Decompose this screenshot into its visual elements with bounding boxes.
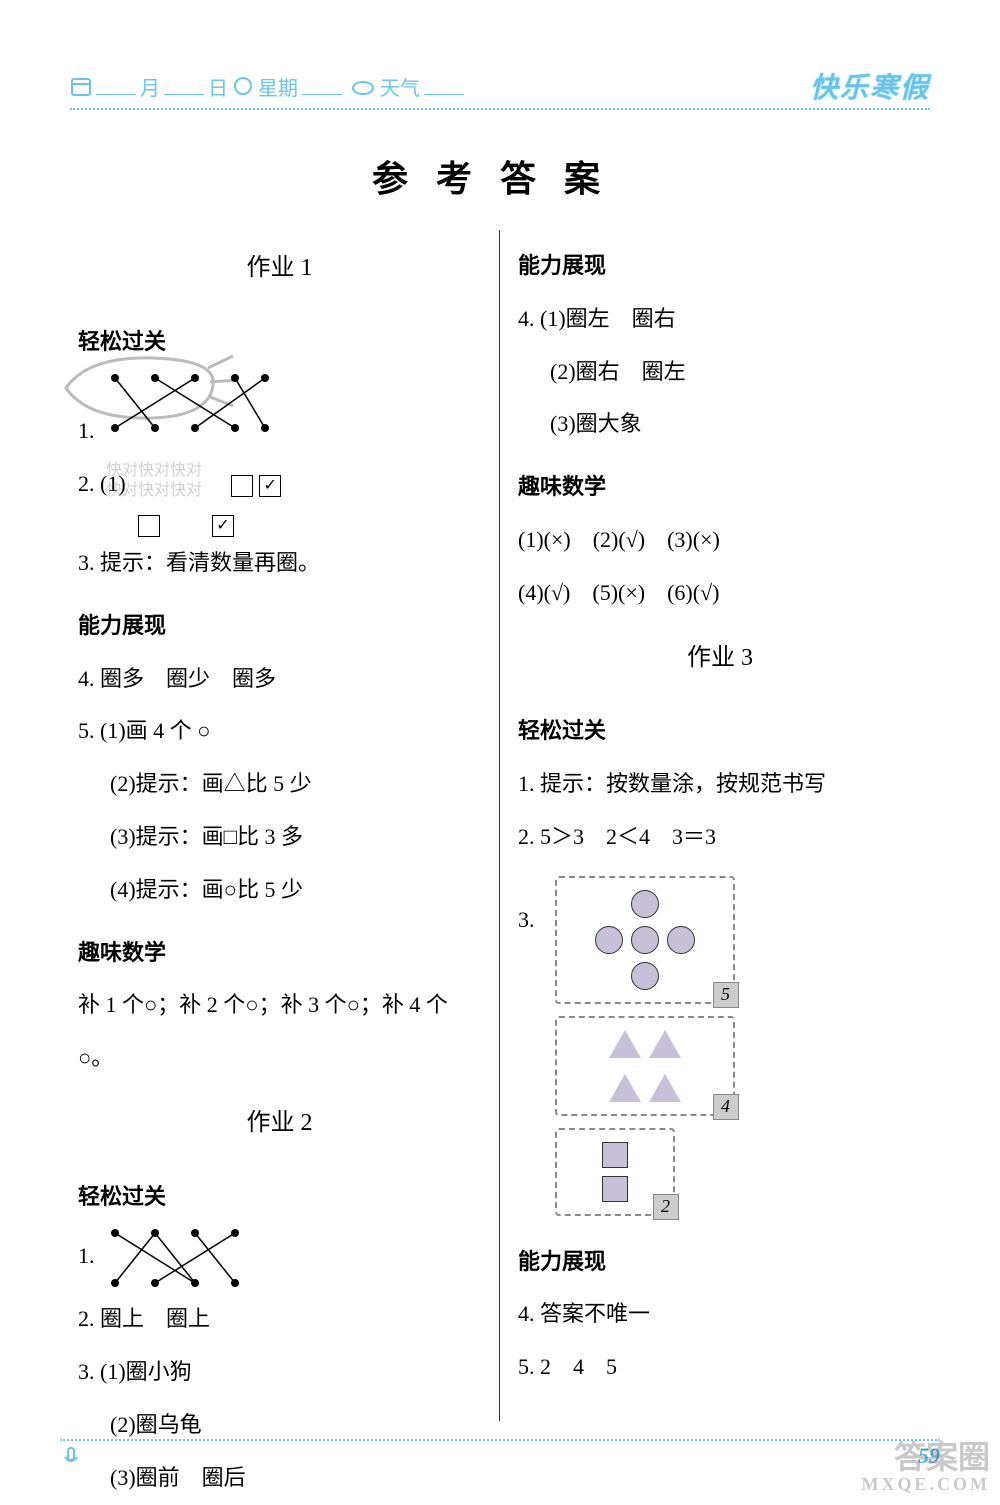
triangle-shape <box>609 1074 641 1102</box>
hw3-easy: 轻松过关 <box>518 705 922 758</box>
hw3-q3-row: 3. 5 4 <box>518 864 922 1226</box>
calendar-icon <box>70 75 92 97</box>
month-blank <box>96 77 136 95</box>
r-q4-1: 4. (1)圈左 圈右 <box>518 293 922 346</box>
page-footer: 59 <box>60 1439 940 1471</box>
shape-box-squares: 2 <box>555 1128 675 1216</box>
triangle-shape <box>609 1030 641 1058</box>
mic-icon <box>60 1445 82 1467</box>
hw3-q3-label: 3. <box>518 894 535 947</box>
triangle-shape <box>649 1030 681 1058</box>
checkbox-3 <box>138 515 160 537</box>
square-shape <box>602 1142 628 1168</box>
q1-label: 1. <box>78 418 95 443</box>
page-title: 参考答案 <box>0 150 1000 202</box>
q5-1: 5. (1)画 4 个 ○ <box>78 705 481 758</box>
sub-ability-1: 能力展现 <box>78 600 481 653</box>
checkbox-1 <box>231 475 253 497</box>
left-column: 作业 1 轻松过关 1. <box>60 230 500 1421</box>
month-label: 月 <box>140 72 160 101</box>
checkbox-2: ✓ <box>259 475 281 497</box>
r-q4-2: (2)圈右 圈左 <box>518 346 922 399</box>
q5-2: (2)提示：画△比 5 少 <box>78 758 481 811</box>
q1-diagram: 1. <box>78 368 481 458</box>
fun-line: 补 1 个○；补 2 个○；补 3 个○；补 4 个○。 <box>78 979 481 1085</box>
r-q4-3: (3)圈大象 <box>518 398 922 451</box>
hw3-q2: 2. 5＞3 2＜4 3＝3 <box>518 811 922 864</box>
circle-shape <box>631 890 659 918</box>
r-fun-row1: (1)(×) (2)(√) (3)(×) <box>518 514 922 567</box>
q2-sub: (1) <box>100 471 126 496</box>
weather-label: 天气 <box>380 72 420 101</box>
hw1-title: 作业 1 <box>78 240 481 298</box>
r-ability-2: 能力展现 <box>518 1236 922 1289</box>
content-columns: 作业 1 轻松过关 1. <box>60 230 940 1421</box>
hw2-q1: 1. <box>78 1223 481 1293</box>
hw2-easy: 轻松过关 <box>78 1171 481 1224</box>
hw2-q2: 2. 圈上 圈上 <box>78 1293 481 1346</box>
circle-shape <box>595 926 623 954</box>
circle-shape <box>631 962 659 990</box>
day-label: 日 <box>208 72 228 101</box>
right-column: 能力展现 4. (1)圈左 圈右 (2)圈右 圈左 (3)圈大象 趣味数学 (1… <box>500 230 940 1421</box>
watermark-1: 答案圈 <box>894 1439 990 1475</box>
circle-shape <box>631 926 659 954</box>
num-tag-4: 4 <box>713 1094 739 1120</box>
hw2-title: 作业 2 <box>78 1095 481 1153</box>
cloud-icon <box>350 75 376 97</box>
match-lines-2 <box>100 1223 260 1293</box>
triangle-shape <box>649 1074 681 1102</box>
hw3-title: 作业 3 <box>518 630 922 688</box>
watermark: 答案圈 MXQE.COM <box>862 1440 990 1495</box>
q4: 4. 圈多 圈少 圈多 <box>78 653 481 706</box>
hw2-q3-1: 3. (1)圈小狗 <box>78 1346 481 1399</box>
hw3-q5: 5. 2 4 5 <box>518 1341 922 1394</box>
match-lines-1 <box>100 368 270 438</box>
q5-4: (4)提示：画○比 5 少 <box>78 864 481 917</box>
r-fun-row2: (4)(√) (5)(×) (6)(√) <box>518 567 922 620</box>
shape-box-circles: 5 <box>555 876 735 1004</box>
r-fun: 趣味数学 <box>518 461 922 514</box>
checkbox-4: ✓ <box>212 515 234 537</box>
weather-blank <box>424 77 464 95</box>
num-tag-5: 5 <box>713 982 739 1008</box>
circle-shape <box>667 926 695 954</box>
q5-3: (3)提示：画□比 3 多 <box>78 811 481 864</box>
hw3-q4: 4. 答案不唯一 <box>518 1288 922 1341</box>
r-ability: 能力展现 <box>518 240 922 293</box>
q3: 3. 提示：看清数量再圈。 <box>78 537 481 590</box>
q2-label: 2. <box>78 471 95 496</box>
brand-title: 快乐寒假 <box>810 66 930 106</box>
week-label: 星期 <box>258 72 298 101</box>
hw3-q1: 1. 提示：按数量涂，按规范书写 <box>518 758 922 811</box>
q2-row: 2. (1) 快对快对快对 快对快对快对 ✓ ✓ <box>78 458 481 537</box>
square-shape <box>602 1176 628 1202</box>
num-tag-2: 2 <box>653 1194 679 1220</box>
watermark-2: MXQE.COM <box>862 1475 990 1495</box>
clock-icon <box>232 75 254 97</box>
week-blank <box>302 77 342 95</box>
sub-fun-1: 趣味数学 <box>78 927 481 980</box>
page-header: 月 日 星期 天气 快乐寒假 <box>70 70 930 110</box>
hw2-q1-label: 1. <box>78 1243 95 1268</box>
day-blank <box>164 77 204 95</box>
shape-box-triangles: 4 <box>555 1016 735 1116</box>
